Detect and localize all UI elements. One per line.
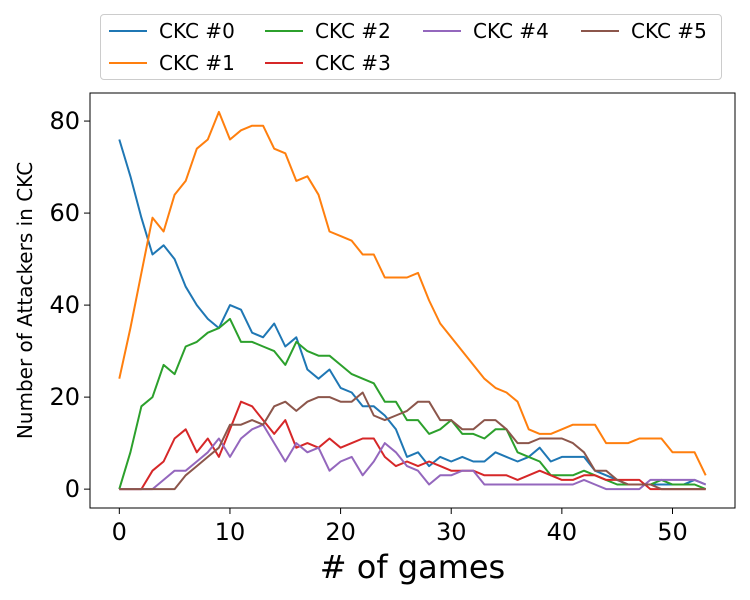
series-line-ckc-1 xyxy=(118,110,707,476)
chart-legend: CKC #0 CKC #1 CKC #2 CKC #3 CKC #4 CKC #5 xyxy=(100,14,722,80)
y-tick-label: 60 xyxy=(49,199,80,227)
series-line-ckc-5 xyxy=(119,391,706,491)
legend-item-ckc-2: CKC #2 xyxy=(265,18,391,44)
legend-swatch xyxy=(109,62,147,64)
legend-swatch xyxy=(581,30,619,32)
x-tick-label: 10 xyxy=(215,518,246,546)
legend-swatch xyxy=(423,30,461,32)
legend-item-ckc-3: CKC #3 xyxy=(265,50,391,76)
y-axis-ticks: 0 20 40 60 80 xyxy=(49,107,90,503)
x-tick-label: 0 xyxy=(112,518,127,546)
x-tick-label: 40 xyxy=(547,518,578,546)
legend-label: CKC #4 xyxy=(473,19,549,43)
legend-label: CKC #3 xyxy=(315,51,391,75)
legend-item-ckc-1: CKC #1 xyxy=(109,50,235,76)
y-tick-label: 20 xyxy=(49,383,80,411)
x-axis-ticks: 0 10 20 30 40 50 xyxy=(112,508,688,546)
legend-item-ckc-0: CKC #0 xyxy=(109,18,235,44)
y-axis-label: Number of Attackers in CKC xyxy=(13,162,37,439)
y-tick-label: 0 xyxy=(65,475,80,503)
series-lines xyxy=(118,110,707,491)
legend-swatch xyxy=(265,30,303,32)
legend-item-ckc-4: CKC #4 xyxy=(423,18,549,44)
series-line-ckc-3 xyxy=(119,400,706,491)
y-tick-label: 80 xyxy=(49,107,80,135)
legend-swatch xyxy=(265,62,303,64)
x-tick-label: 50 xyxy=(657,518,688,546)
x-axis-label: # of games xyxy=(320,548,505,586)
series-line-ckc-0 xyxy=(118,139,707,486)
legend-label: CKC #0 xyxy=(159,19,235,43)
legend-label: CKC #1 xyxy=(159,51,235,75)
legend-label: CKC #2 xyxy=(315,19,391,43)
plot-area-frame xyxy=(89,92,736,509)
series-line-ckc-4 xyxy=(119,423,707,491)
legend-swatch xyxy=(109,30,147,32)
x-tick-label: 20 xyxy=(325,518,356,546)
x-tick-label: 30 xyxy=(436,518,467,546)
legend-label: CKC #5 xyxy=(631,19,707,43)
y-tick-label: 40 xyxy=(49,291,80,319)
legend-item-ckc-5: CKC #5 xyxy=(581,18,707,44)
